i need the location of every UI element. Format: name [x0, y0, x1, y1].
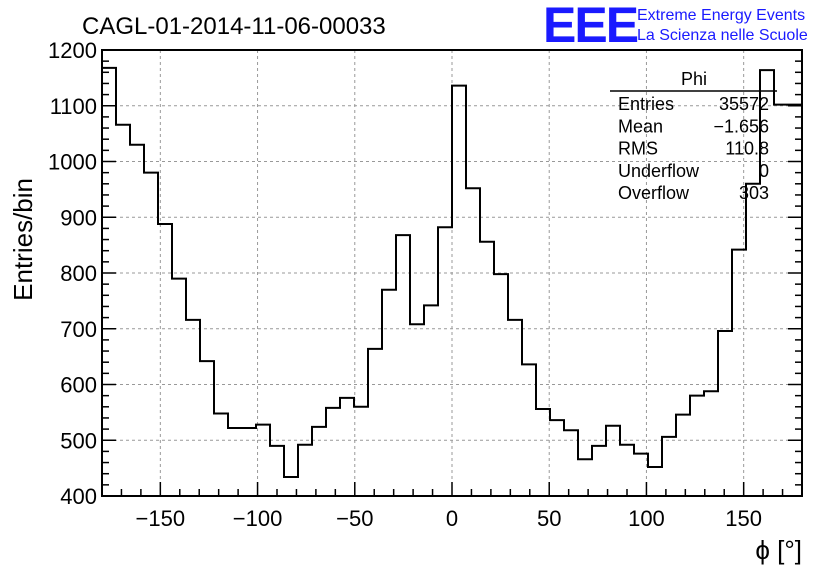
stats-value: 0: [759, 161, 769, 181]
stats-value: 35572: [719, 94, 769, 114]
y-tick-label: 1000: [48, 150, 97, 175]
y-tick-label: 600: [60, 373, 97, 398]
y-tick-label: 800: [60, 261, 97, 286]
y-tick-label: 1200: [48, 38, 97, 63]
eee-logo: EEE Extreme Energy Events La Scienza nel…: [543, 0, 808, 53]
stats-value: 110.8: [725, 139, 769, 159]
x-tick-label: 100: [628, 506, 665, 531]
stats-label: Entries: [618, 94, 674, 114]
y-axis-label: Entries/bin: [8, 178, 38, 301]
histogram-line: [102, 66, 802, 479]
stats-value: 303: [739, 183, 769, 203]
x-tick-label: 0: [446, 506, 458, 531]
logo-mark: EEE: [543, 0, 638, 53]
logo-line-2: La Scienza nelle Scuole: [637, 27, 808, 44]
x-tick-label: 150: [725, 506, 762, 531]
stats-label: Mean: [618, 116, 663, 136]
y-tick-label: 700: [60, 317, 97, 342]
chart-title: CAGL-01-2014-11-06-00033: [82, 13, 386, 40]
x-tick-label: −150: [136, 506, 186, 531]
x-tick-label: 50: [537, 506, 561, 531]
stats-box: Phi Entries 35572 Mean −1.656 RMS 110.8 Underf…: [610, 69, 777, 203]
y-tick-label: 500: [60, 428, 97, 453]
x-tick-labels: −150 −100 −50 0 50 100 150: [136, 506, 762, 531]
logo-line-1: Extreme Energy Events: [637, 7, 805, 24]
y-tick-labels: 400 500 600 700 800 900 1000 1100 1200: [48, 38, 97, 509]
x-tick-label: −50: [336, 506, 373, 531]
y-tick-label: 900: [60, 205, 97, 230]
stats-label: Overflow: [618, 183, 690, 203]
x-axis-label: ϕ [°]: [755, 535, 802, 565]
stats-box-title: Phi: [681, 69, 707, 89]
x-tick-label: −100: [233, 506, 283, 531]
stats-label: RMS: [618, 139, 658, 159]
y-tick-label: 1100: [50, 94, 97, 119]
stats-value: −1.656: [713, 116, 769, 136]
y-tick-label: 400: [60, 484, 97, 509]
axis-ticks: [101, 49, 803, 497]
stats-label: Underflow: [618, 161, 700, 181]
